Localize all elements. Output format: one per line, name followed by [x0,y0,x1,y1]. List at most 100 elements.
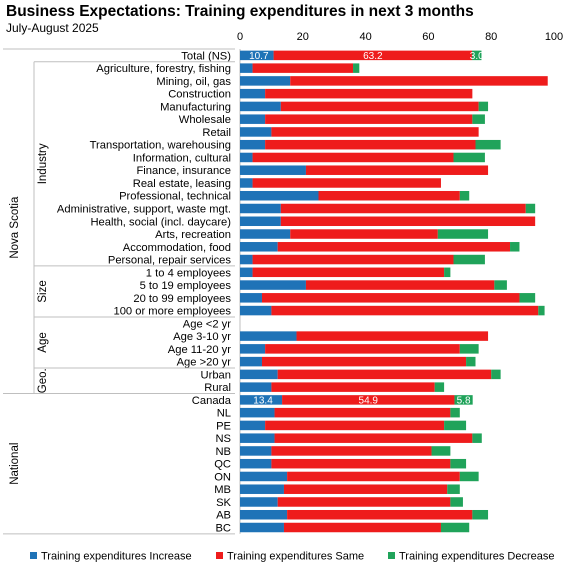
bar-segment-increase [240,471,288,482]
row-label: Canada [192,395,232,407]
x-tick-label: 80 [485,31,497,43]
bar-segment-decrease [454,395,473,405]
row-label: Age >20 yr [177,357,232,369]
row-label: NL [217,408,231,420]
bar-segment-same [283,522,441,533]
bar-segment-decrease [466,356,476,367]
bar-segment-decrease [525,203,536,214]
bar-segment-decrease [519,293,536,303]
bar-segment-increase [240,369,278,380]
bar-segment-decrease [447,484,460,494]
bar-segment-decrease [538,305,545,316]
row-label: QC [214,459,231,471]
bar-segment-increase [240,522,284,533]
row-label: Mining, oil, gas [156,76,231,88]
row-label: Age 11-20 yr [168,344,231,356]
row-label: Transportation, warehousing [90,140,231,152]
bar-segment-same [277,242,511,252]
x-tick-label: 60 [422,31,434,43]
x-tick-label: 40 [359,31,371,43]
bar-segment-decrease [440,522,470,533]
x-tick-label: 20 [297,31,309,43]
bar-segment-same [318,190,460,201]
data-label: 5.8 [457,395,471,406]
bar-segment-increase [240,293,262,303]
bar-segment-same [282,395,455,405]
x-tick-label: 0 [237,31,243,43]
bar-segment-increase [240,280,306,290]
bar-segment-same [274,433,473,443]
bar-segment-decrease [510,242,520,252]
row-label: Total (NS) [181,50,231,62]
bar-segment-same [252,152,454,163]
bar-segment-same [252,63,354,73]
bar-segment-increase [240,395,283,405]
bar-segment-increase [240,190,319,201]
bar-segment-decrease [494,280,507,290]
bar-segment-same [265,139,476,150]
bar-segment-same [296,331,489,341]
chart-subtitle: July-August 2025 [6,21,99,35]
row-label: Agriculture, forestry, fishing [96,63,231,75]
bar-segment-decrease [450,407,460,418]
bar-segment-decrease [478,101,489,112]
bar-segment-same [280,203,526,214]
x-tick-label: 100 [545,31,563,43]
bar-segment-decrease [450,497,463,507]
row-labels: Total (NS)Agriculture, forestry, fishing… [57,50,232,534]
bar-segment-same [290,76,548,86]
row-label: 5 to 19 employees [140,280,232,292]
bar-segment-increase [240,229,291,239]
data-label: 3.0 [470,51,484,62]
bar-segment-decrease [434,382,445,392]
row-label: Health, social (incl. daycare) [90,216,231,228]
group-label: Size [37,280,49,302]
bar-segment-same [305,280,495,290]
row-label: Urban [201,369,231,381]
group-label: Geo. [37,368,49,393]
row-label: Arts, recreation [155,229,231,241]
bar-segment-increase [240,344,266,354]
bar-segment-decrease [459,344,479,354]
bar-segment-increase [240,509,288,520]
bar-segment-decrease [491,369,501,380]
bar-segment-increase [240,420,266,431]
row-label: Age <2 yr [183,318,231,330]
bar-segment-decrease [431,446,451,456]
bar-segment-same [261,293,520,303]
legend: Training expenditures Increase Training e… [30,551,555,563]
bar-segment-decrease [444,267,451,278]
row-label: Finance, insurance [136,165,231,177]
bar-segment-increase [240,114,266,124]
bar-segment-decrease [437,229,489,239]
bar-segment-same [265,420,445,431]
bar-segment-increase [240,242,278,252]
bar-segment-increase [240,178,253,188]
group-label: Industry [37,143,49,184]
bar-segment-decrease [472,114,485,124]
row-label: BC [215,523,231,535]
row-label: NB [215,446,231,458]
bar-segment-increase [240,356,262,367]
bar-segment-increase [240,76,291,86]
bar-segment-same [271,446,432,456]
bar-segment-decrease [450,458,467,469]
row-label: Administrative, support, waste mgt. [57,204,231,216]
bar-segment-increase [240,88,266,99]
bar-segment-same [265,344,460,354]
bar-segment-increase [240,165,306,175]
row-label: Professional, technical [119,191,231,203]
bar-segment-increase [240,497,278,507]
bar-segment-same [277,369,492,380]
bar-segment-increase [240,305,272,316]
bar-segment-same [280,101,479,112]
bars: 10.7 63.2 3.0 13.4 54.9 5.8 [240,50,548,533]
data-label: 10.7 [249,51,269,62]
bar-segment-increase [240,216,281,227]
bar-segment-increase [240,139,266,150]
chart-title: Business Expectations: Training expendit… [6,3,474,20]
row-label: Retail [202,127,231,139]
row-label: Rural [204,382,231,394]
bar-segment-same [277,497,451,507]
bar-segment-same [280,216,536,227]
